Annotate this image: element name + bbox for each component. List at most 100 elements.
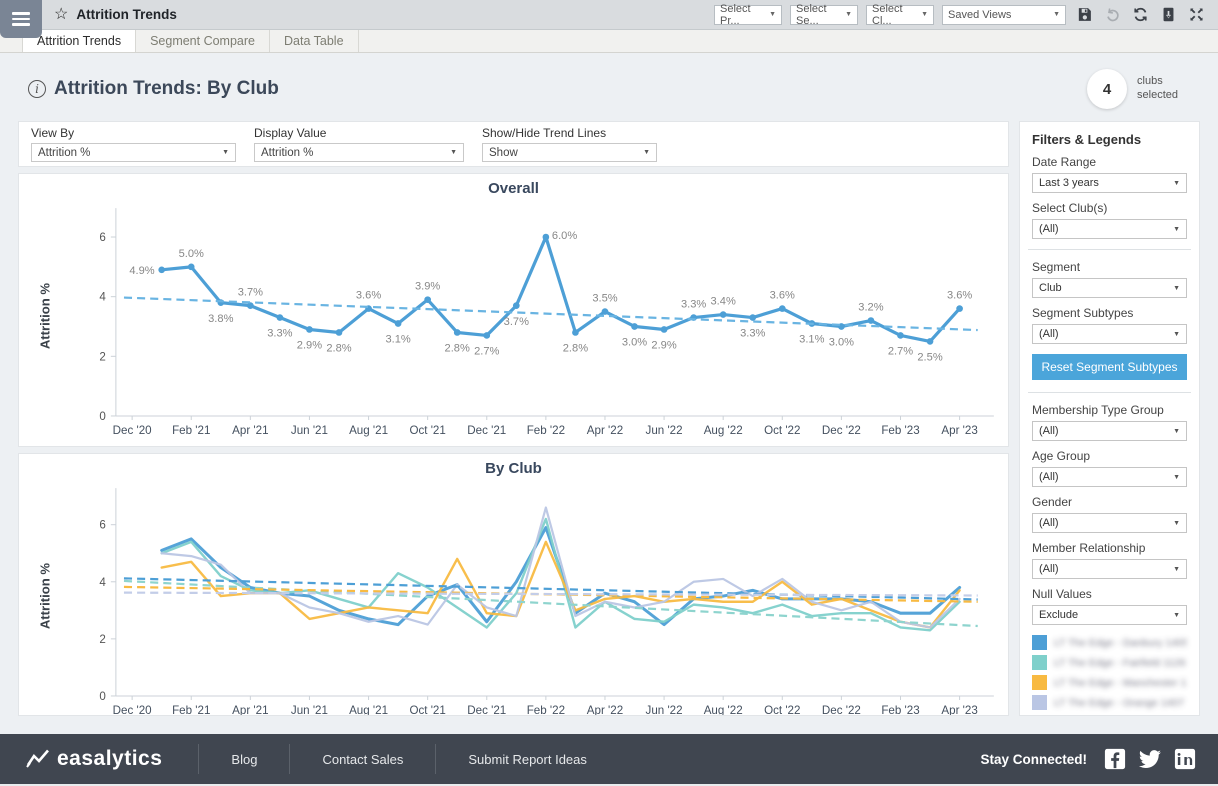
- view-by-value: Attrition %: [38, 146, 91, 159]
- legend-item[interactable]: LT The Edge - Manchester 14: [1032, 675, 1187, 690]
- svg-text:3.7%: 3.7%: [238, 287, 263, 299]
- svg-text:3.6%: 3.6%: [356, 290, 381, 302]
- gender-select[interactable]: (All) ▼: [1032, 513, 1187, 533]
- hamburger-menu-button[interactable]: [0, 0, 42, 38]
- svg-text:3.6%: 3.6%: [947, 290, 972, 302]
- refresh-icon[interactable]: [1130, 5, 1150, 25]
- svg-text:Apr '23: Apr '23: [941, 424, 977, 437]
- filter-segment-subtypes: Segment Subtypes (All) ▼: [1032, 306, 1187, 344]
- info-icon[interactable]: i: [28, 80, 46, 98]
- svg-text:3.1%: 3.1%: [799, 334, 824, 346]
- date-range-select[interactable]: Last 3 years ▼: [1032, 173, 1187, 193]
- filter-value: (All): [1039, 563, 1059, 575]
- chevron-down-icon: ▼: [769, 11, 776, 18]
- select-product-dropdown[interactable]: Select Pr... ▼: [714, 3, 782, 27]
- legend-item[interactable]: LT The Edge - Fairfield 1126: [1032, 655, 1187, 670]
- overall-line-chart[interactable]: 0 2 4 6 Dec '20 Feb '21 Apr '21 Jun '21 Aug '21 O…: [19, 200, 1008, 442]
- display-value-label: Display Value: [254, 126, 327, 140]
- chevron-down-icon: ▼: [643, 149, 650, 156]
- tab-segment-compare[interactable]: Segment Compare: [136, 30, 270, 52]
- tab-attrition-trends[interactable]: Attrition Trends: [22, 30, 137, 52]
- clubs-selected-badge: 4 clubs selected: [1087, 69, 1178, 109]
- svg-text:Apr '22: Apr '22: [587, 704, 623, 716]
- filter-select-clubs: Select Club(s) (All) ▼: [1032, 201, 1187, 239]
- svg-text:Jun '22: Jun '22: [646, 704, 683, 716]
- svg-text:2: 2: [99, 350, 105, 363]
- trend-lines-group: Show/Hide Trend Lines Show ▼: [482, 126, 657, 162]
- trend-lines-select[interactable]: Show ▼: [482, 143, 657, 162]
- select-clubs-select[interactable]: (All) ▼: [1032, 219, 1187, 239]
- svg-text:3.3%: 3.3%: [740, 328, 765, 340]
- membership-type-select[interactable]: (All) ▼: [1032, 421, 1187, 441]
- legend-label-blurred: LT The Edge - Manchester 14: [1054, 676, 1187, 689]
- by-club-chart-card: By Club 0 2 4 6 Dec '20 Feb '21 Apr '21 Jun '21…: [18, 453, 1009, 716]
- legend-item[interactable]: LT The Edge - Orange 1407: [1032, 695, 1187, 710]
- tab-data-table[interactable]: Data Table: [270, 30, 359, 52]
- null-values-select[interactable]: Exclude ▼: [1032, 605, 1187, 625]
- footer-link-blog[interactable]: Blog: [231, 751, 258, 767]
- facebook-icon[interactable]: [1104, 748, 1126, 770]
- fullscreen-expand-icon[interactable]: [1186, 5, 1206, 25]
- footer-social: Stay Connected!: [980, 748, 1196, 770]
- filter-value: (All): [1039, 517, 1059, 529]
- display-value-value: Attrition %: [261, 146, 314, 159]
- undo-icon[interactable]: [1102, 5, 1122, 25]
- filter-value: (All): [1039, 425, 1059, 437]
- svg-text:3.6%: 3.6%: [770, 290, 795, 302]
- save-icon[interactable]: [1074, 5, 1094, 25]
- svg-text:3.5%: 3.5%: [592, 292, 617, 304]
- saved-views-dropdown[interactable]: Saved Views ▼: [942, 4, 1066, 25]
- clubs-selected-label: clubs selected: [1137, 75, 1178, 101]
- chevron-down-icon: ▼: [1173, 330, 1180, 338]
- svg-text:4: 4: [99, 576, 106, 589]
- segment-subtypes-select[interactable]: (All) ▼: [1032, 324, 1187, 344]
- chevron-down-icon: ▼: [1173, 179, 1180, 187]
- legend-swatch: [1032, 675, 1047, 690]
- svg-text:6: 6: [99, 519, 105, 532]
- brand-logo[interactable]: easalytics: [26, 747, 162, 771]
- filter-label: Segment Subtypes: [1032, 306, 1134, 320]
- linkedin-icon[interactable]: [1174, 748, 1196, 770]
- svg-text:Dec '21: Dec '21: [467, 424, 506, 437]
- svg-text:Jun '21: Jun '21: [291, 704, 328, 716]
- segment-select[interactable]: Club ▼: [1032, 278, 1187, 298]
- svg-text:3.9%: 3.9%: [415, 281, 440, 293]
- svg-text:Feb '22: Feb '22: [527, 424, 565, 437]
- svg-text:2.7%: 2.7%: [474, 346, 499, 358]
- filter-membership-type-group: Membership Type Group (All) ▼: [1032, 403, 1187, 441]
- svg-text:4: 4: [99, 291, 106, 304]
- chevron-down-icon: ▼: [1173, 565, 1180, 573]
- svg-text:3.7%: 3.7%: [504, 316, 529, 328]
- chevron-down-icon: ▼: [222, 149, 229, 156]
- select-segment-dropdown[interactable]: Select Se... ▼: [790, 3, 858, 27]
- divider: [1028, 249, 1191, 250]
- svg-text:Apr '21: Apr '21: [232, 424, 268, 437]
- legend-swatch: [1032, 695, 1047, 710]
- main-column: View By Attrition % ▼ Display Value Attri…: [18, 121, 1009, 722]
- twitter-icon[interactable]: [1139, 748, 1161, 770]
- footer-link-submit-report-ideas[interactable]: Submit Report Ideas: [468, 751, 587, 767]
- page-header: i Attrition Trends: By Club 4 clubs selec…: [0, 53, 1218, 121]
- by-club-line-chart[interactable]: 0 2 4 6 Dec '20 Feb '21 Apr '21 Jun '21 Aug '21 O…: [19, 480, 1008, 716]
- overall-chart-card: Overall 0 2 4 6 Dec '20 Feb '21 Apr '21 Jun '21…: [18, 173, 1009, 447]
- legend-item[interactable]: LT The Edge - Danbury 1405: [1032, 635, 1187, 650]
- svg-text:0: 0: [99, 690, 105, 703]
- reset-segment-subtypes-button[interactable]: Reset Segment Subtypes: [1032, 354, 1187, 380]
- view-controls-panel: View By Attrition % ▼ Display Value Attri…: [18, 121, 1009, 167]
- svg-text:Oct '22: Oct '22: [764, 704, 800, 716]
- svg-text:Attrition %: Attrition %: [37, 283, 52, 350]
- age-group-select[interactable]: (All) ▼: [1032, 467, 1187, 487]
- svg-text:Apr '21: Apr '21: [232, 704, 268, 716]
- select-club-dropdown[interactable]: Select Cl... ▼: [866, 3, 934, 27]
- svg-text:Aug '22: Aug '22: [704, 424, 743, 437]
- footer-link-contact-sales[interactable]: Contact Sales: [322, 751, 404, 767]
- brand-name: easalytics: [57, 747, 163, 770]
- svg-text:Feb '23: Feb '23: [881, 704, 919, 716]
- display-value-select[interactable]: Attrition % ▼: [254, 143, 464, 162]
- export-download-icon[interactable]: [1158, 5, 1178, 25]
- member-relationship-select[interactable]: (All) ▼: [1032, 559, 1187, 579]
- svg-text:2.8%: 2.8%: [563, 343, 588, 355]
- view-by-group: View By Attrition % ▼: [31, 126, 236, 162]
- favorite-star-icon[interactable]: ☆: [54, 5, 69, 23]
- view-by-select[interactable]: Attrition % ▼: [31, 143, 236, 162]
